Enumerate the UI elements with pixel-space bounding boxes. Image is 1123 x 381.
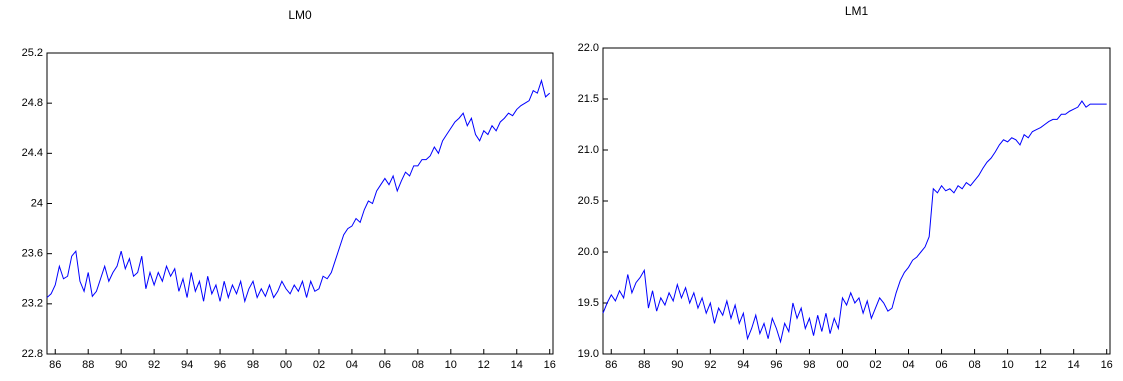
x-tick-label: 10 xyxy=(445,359,457,371)
x-tick-label: 02 xyxy=(313,359,325,371)
plot-frame xyxy=(46,52,554,355)
x-tick-label: 06 xyxy=(935,359,947,371)
y-tick-label: 23.2 xyxy=(22,298,43,310)
y-tick-label: 22.8 xyxy=(22,348,43,360)
y-tick-label: 21.0 xyxy=(578,144,599,156)
x-tick-label: 98 xyxy=(247,359,259,371)
x-tick-label: 14 xyxy=(511,359,523,371)
y-tick-label: 23.6 xyxy=(22,248,43,260)
x-tick-label: 08 xyxy=(968,359,980,371)
y-tick-label: 24.8 xyxy=(22,97,43,109)
x-tick-label: 88 xyxy=(82,359,94,371)
y-tick-label: 24 xyxy=(31,197,43,209)
x-tick-label: 86 xyxy=(605,359,617,371)
x-tick-label: 08 xyxy=(412,359,424,371)
x-tick-label: 14 xyxy=(1068,359,1080,371)
x-tick-label: 12 xyxy=(1035,359,1047,371)
x-tick-label: 02 xyxy=(869,359,881,371)
y-tick-label: 21.5 xyxy=(578,93,599,105)
x-tick-label: 90 xyxy=(671,359,683,371)
x-tick-label: 96 xyxy=(214,359,226,371)
x-tick-label: 90 xyxy=(115,359,127,371)
x-tick-label: 04 xyxy=(902,359,914,371)
y-tick-label: 25.2 xyxy=(22,47,43,59)
x-tick-label: 00 xyxy=(836,359,848,371)
x-tick-label: 94 xyxy=(181,359,193,371)
series-line xyxy=(602,100,1107,344)
x-tick-label: 12 xyxy=(478,359,490,371)
x-tick-label: 86 xyxy=(49,359,61,371)
x-tick-label: 06 xyxy=(379,359,391,371)
x-tick-label: 96 xyxy=(770,359,782,371)
x-tick-label: 92 xyxy=(704,359,716,371)
y-tick-label: 20.0 xyxy=(578,246,599,258)
y-tick-label: 19.5 xyxy=(578,297,599,309)
x-tick-label: 88 xyxy=(638,359,650,371)
y-tick-label: 22.0 xyxy=(578,42,599,54)
x-tick-label: 94 xyxy=(737,359,749,371)
x-tick-label: 00 xyxy=(280,359,292,371)
y-tick-label: 20.5 xyxy=(578,195,599,207)
x-tick-label: 92 xyxy=(148,359,160,371)
x-tick-label: 16 xyxy=(1101,359,1113,371)
x-tick-label: 04 xyxy=(346,359,358,371)
x-tick-label: 10 xyxy=(1001,359,1013,371)
x-tick-label: 16 xyxy=(544,359,556,371)
y-tick-label: 19.0 xyxy=(578,348,599,360)
chart-title: LM1 xyxy=(845,4,869,18)
y-tick-label: 24.4 xyxy=(22,147,43,159)
series-line xyxy=(46,78,551,304)
chart-title: LM0 xyxy=(288,8,312,22)
x-tick-label: 98 xyxy=(803,359,815,371)
plot-frame xyxy=(602,47,1111,355)
